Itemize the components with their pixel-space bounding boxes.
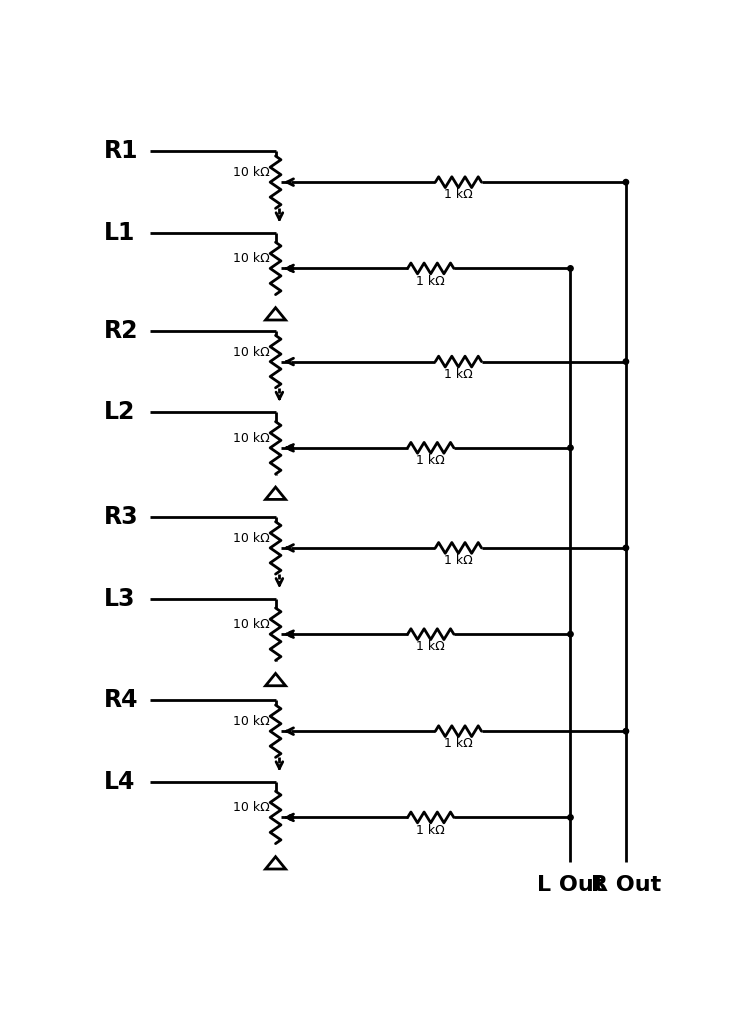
Text: 10 kΩ: 10 kΩ xyxy=(233,432,269,444)
Circle shape xyxy=(623,545,628,551)
Text: L2: L2 xyxy=(104,400,135,424)
Circle shape xyxy=(568,632,573,637)
Circle shape xyxy=(568,815,573,820)
Text: R3: R3 xyxy=(104,505,139,529)
Text: 1 kΩ: 1 kΩ xyxy=(444,554,473,567)
Circle shape xyxy=(288,815,294,820)
Text: 10 kΩ: 10 kΩ xyxy=(233,252,269,265)
Text: 10 kΩ: 10 kΩ xyxy=(233,618,269,631)
Text: 1 kΩ: 1 kΩ xyxy=(444,368,473,381)
Text: L3: L3 xyxy=(104,587,135,610)
Text: 10 kΩ: 10 kΩ xyxy=(233,715,269,728)
Text: 1 kΩ: 1 kΩ xyxy=(416,454,445,467)
Text: L4: L4 xyxy=(104,770,135,794)
Text: L1: L1 xyxy=(104,221,135,245)
Text: 1 kΩ: 1 kΩ xyxy=(444,188,473,202)
Text: 1 kΩ: 1 kΩ xyxy=(416,823,445,837)
Text: 1 kΩ: 1 kΩ xyxy=(444,737,473,751)
Circle shape xyxy=(623,728,628,734)
Text: 10 kΩ: 10 kΩ xyxy=(233,531,269,545)
Text: R1: R1 xyxy=(104,139,138,164)
Circle shape xyxy=(568,265,573,271)
Text: 1 kΩ: 1 kΩ xyxy=(416,640,445,653)
Text: L Out: L Out xyxy=(536,876,604,895)
Circle shape xyxy=(623,179,628,185)
Circle shape xyxy=(288,632,294,637)
Circle shape xyxy=(623,358,628,365)
Text: R Out: R Out xyxy=(591,876,661,895)
Circle shape xyxy=(288,445,294,451)
Text: 10 kΩ: 10 kΩ xyxy=(233,345,269,358)
Text: 10 kΩ: 10 kΩ xyxy=(233,802,269,814)
Text: R4: R4 xyxy=(104,688,138,713)
Text: R2: R2 xyxy=(104,318,138,343)
Text: 10 kΩ: 10 kΩ xyxy=(233,166,269,179)
Circle shape xyxy=(288,265,294,271)
Text: 1 kΩ: 1 kΩ xyxy=(416,274,445,288)
Circle shape xyxy=(568,445,573,451)
